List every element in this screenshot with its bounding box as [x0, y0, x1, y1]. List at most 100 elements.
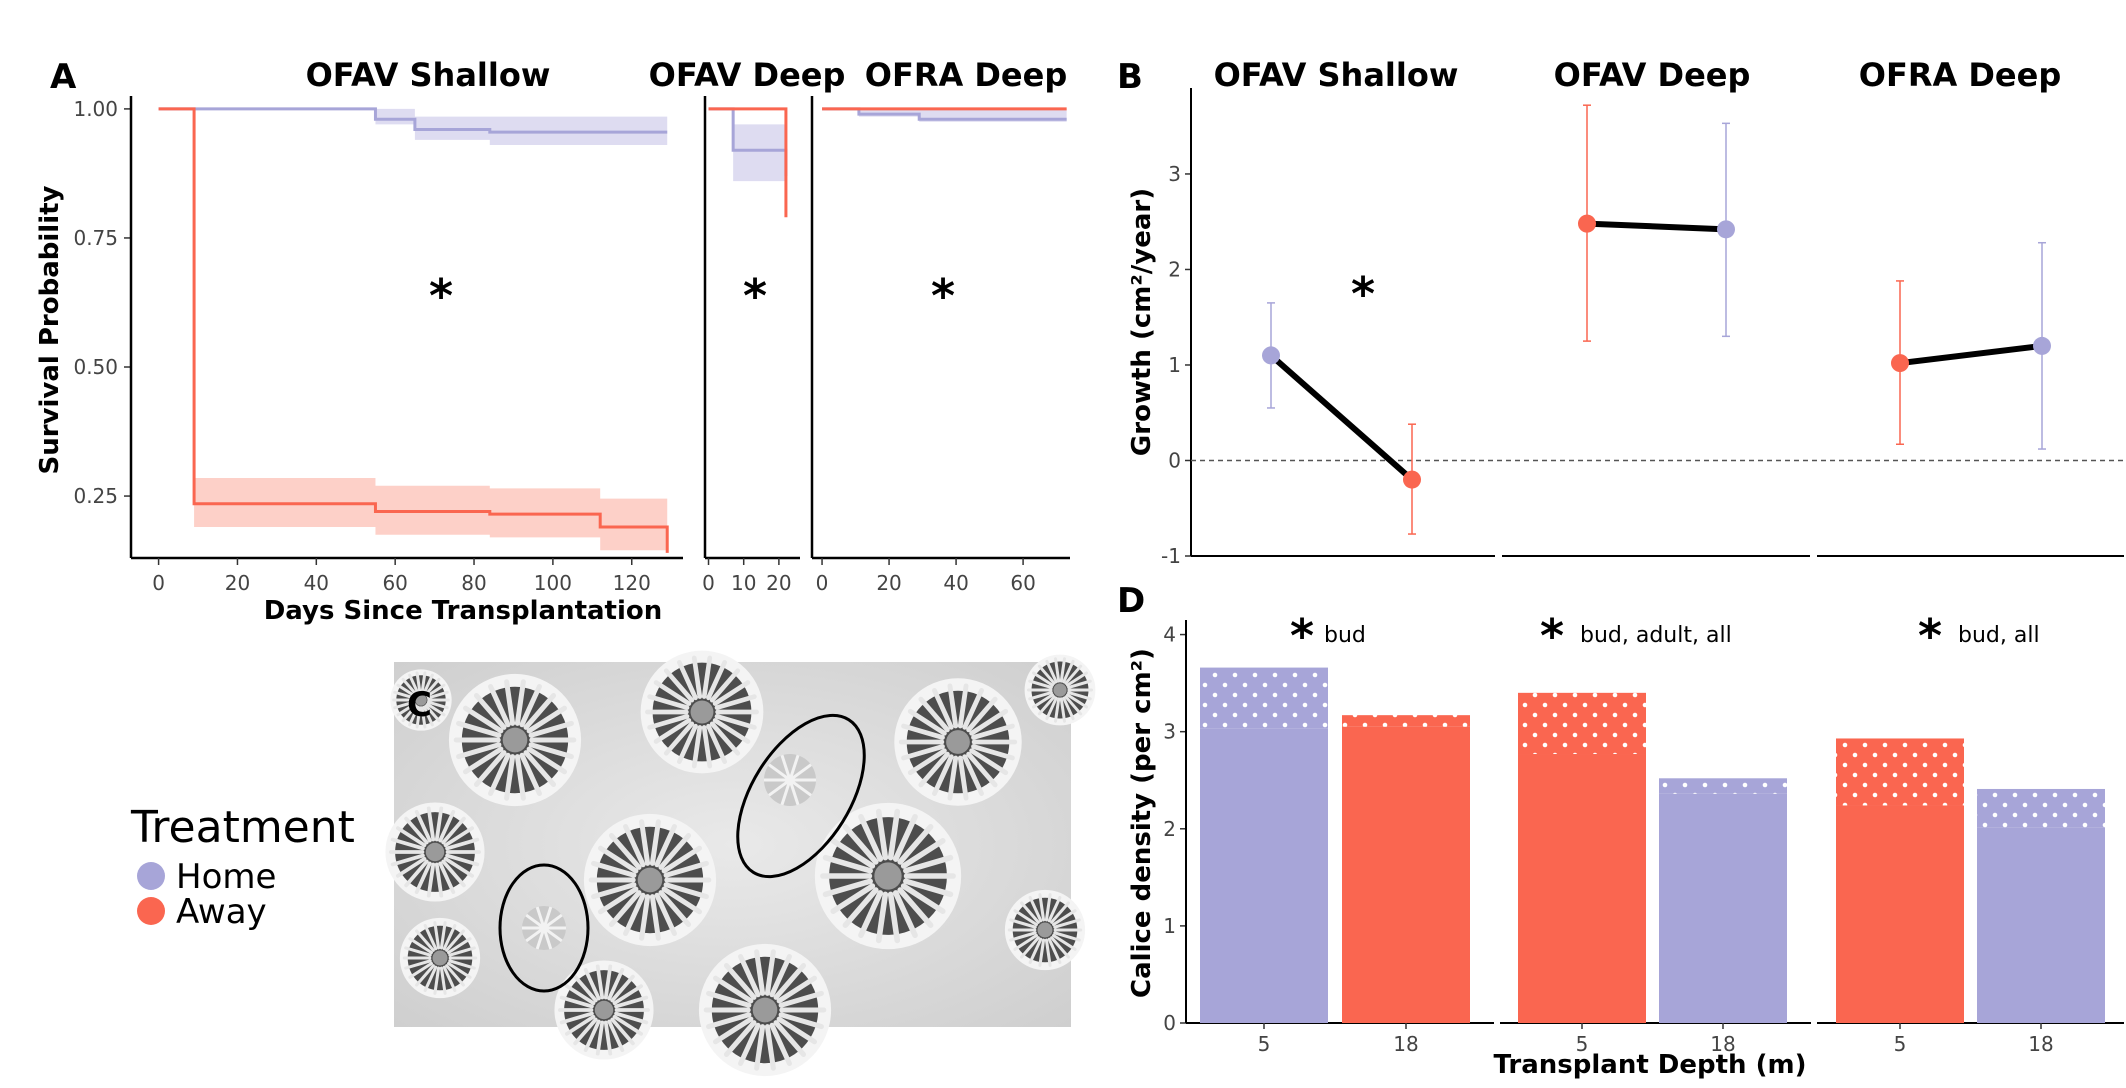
coral-septum: [519, 752, 542, 797]
coral-septum: [442, 965, 457, 993]
coral-septum: [1037, 695, 1056, 716]
coral-polyp-centre: [637, 867, 663, 893]
coral-septum: [424, 677, 441, 696]
panel-d-x-tick-label: 5: [1258, 1032, 1271, 1056]
coral-septum: [420, 706, 427, 729]
coral-septum: [608, 890, 642, 927]
coral-septum: [901, 723, 945, 740]
coral-septum: [473, 750, 507, 787]
coral-septum: [1028, 679, 1053, 689]
coral-septum: [612, 984, 643, 1006]
panel-d-bar-bud-away: [1518, 692, 1646, 755]
coral-septum: [426, 702, 446, 717]
coral-septum: [663, 860, 709, 878]
coral-septum: [603, 964, 613, 1000]
coral-septum: [713, 975, 754, 1004]
panel-a-x-tick-label: 100: [534, 571, 572, 595]
coral-septum: [523, 693, 557, 730]
coral-septum: [408, 961, 433, 979]
panel-b-connecting-line: [1269, 353, 1414, 482]
coral-bud-septum: [788, 779, 800, 806]
coral-septum: [947, 683, 959, 729]
coral-septum: [393, 690, 416, 700]
panel-b-mean-point-away: [1891, 354, 1909, 373]
panel-d-x-tick-label: 18: [1710, 1032, 1735, 1056]
coral-septum: [1066, 693, 1088, 709]
coral-septum: [971, 744, 1015, 761]
coral-septum: [426, 690, 449, 700]
panel-b-mean-point-away: [1578, 214, 1596, 233]
coral-septum: [1050, 901, 1070, 924]
panel-d-marks: 0 1 2 3 4 5 18 5 18 5 18: [1163, 620, 2124, 1056]
coral-polyp-centre: [425, 842, 445, 862]
coral-septum: [663, 668, 695, 703]
coral-septum: [441, 859, 466, 888]
coral-septum: [414, 809, 432, 843]
coral-septum: [822, 878, 873, 898]
panel-a-x-tick-label: 10: [731, 571, 756, 595]
coral-septum: [1059, 697, 1066, 723]
panel-d-bar-adult-home: [1977, 827, 2105, 1023]
panel-b-facet-title-ofav-shallow: OFAV Shallow: [1214, 56, 1459, 94]
panel-d-bar-bud-away: [1836, 738, 1964, 806]
panel-d-bar-adult-away: [1836, 805, 1964, 1023]
panel-a-facet-title-ofav-deep: OFAV Deep: [649, 56, 846, 94]
coral-septum: [573, 1017, 598, 1046]
coral-septum: [573, 974, 598, 1003]
panel-a-significance-star-ofav-deep: *: [743, 269, 767, 323]
coral-septum: [969, 708, 1009, 736]
coral-septum: [875, 808, 889, 861]
coral-septum: [1009, 918, 1037, 929]
coral-septum: [408, 937, 433, 955]
coral-septum: [1066, 671, 1088, 687]
coral-septum: [415, 964, 435, 987]
panel-a-x-tick-label: 20: [876, 571, 901, 595]
coral-septum: [754, 1024, 766, 1071]
panel-a-facet-title-ofra-deep: OFRA Deep: [865, 56, 1067, 94]
coral-septum: [1064, 664, 1083, 685]
coral-septum: [713, 1016, 754, 1045]
coral-septum: [598, 886, 639, 915]
coral-septum: [706, 659, 728, 701]
coral-polyp-centre: [1037, 922, 1053, 938]
panel-d-significance-label-ofra-deep: bud, all: [1958, 623, 2040, 648]
coral-septum: [658, 890, 692, 927]
coral-septum: [519, 683, 542, 728]
coral-septum: [463, 705, 504, 734]
panel-b-connecting-line: [1586, 220, 1727, 233]
coral-septum: [962, 754, 984, 797]
coral-septum: [778, 990, 824, 1008]
coral-polyp-centre: [752, 997, 778, 1023]
coral-bud-septum: [543, 913, 563, 930]
coral-septum: [565, 984, 596, 1006]
panel-c-coral-photo: C: [385, 650, 1096, 1077]
coral-septum: [390, 853, 425, 867]
panel-d-x-tick-label: 5: [1576, 1032, 1589, 1056]
coral-septum: [706, 723, 728, 765]
coral-septum: [1020, 901, 1040, 924]
coral-septum: [900, 838, 946, 869]
coral-septum: [773, 963, 807, 1000]
coral-septum: [957, 683, 969, 729]
panel-a-x-tick-label: 80: [461, 571, 486, 595]
coral-bud-septum: [542, 927, 553, 950]
coral-septum: [1052, 933, 1077, 951]
coral-polyp-centre: [594, 1000, 614, 1020]
coral-septum: [426, 862, 436, 898]
coral-septum: [559, 1011, 594, 1025]
coral-septum: [415, 671, 422, 694]
panel-a-y-tick-label: 0.75: [73, 226, 118, 250]
panel-d-bar-adult-home: [1200, 728, 1328, 1023]
coral-septum: [438, 861, 456, 895]
coral-septum: [918, 751, 950, 788]
coral-septum: [1028, 895, 1043, 923]
panel-d-y-tick-label: 1: [1163, 914, 1176, 938]
panel-a-significance-star-ofav-shallow: *: [429, 269, 453, 323]
coral-septum: [1038, 938, 1046, 967]
coral-septum: [738, 953, 761, 998]
coral-septum: [1038, 893, 1046, 922]
coral-septum: [404, 816, 429, 845]
coral-septum: [714, 694, 757, 710]
coral-septum: [1009, 931, 1037, 942]
